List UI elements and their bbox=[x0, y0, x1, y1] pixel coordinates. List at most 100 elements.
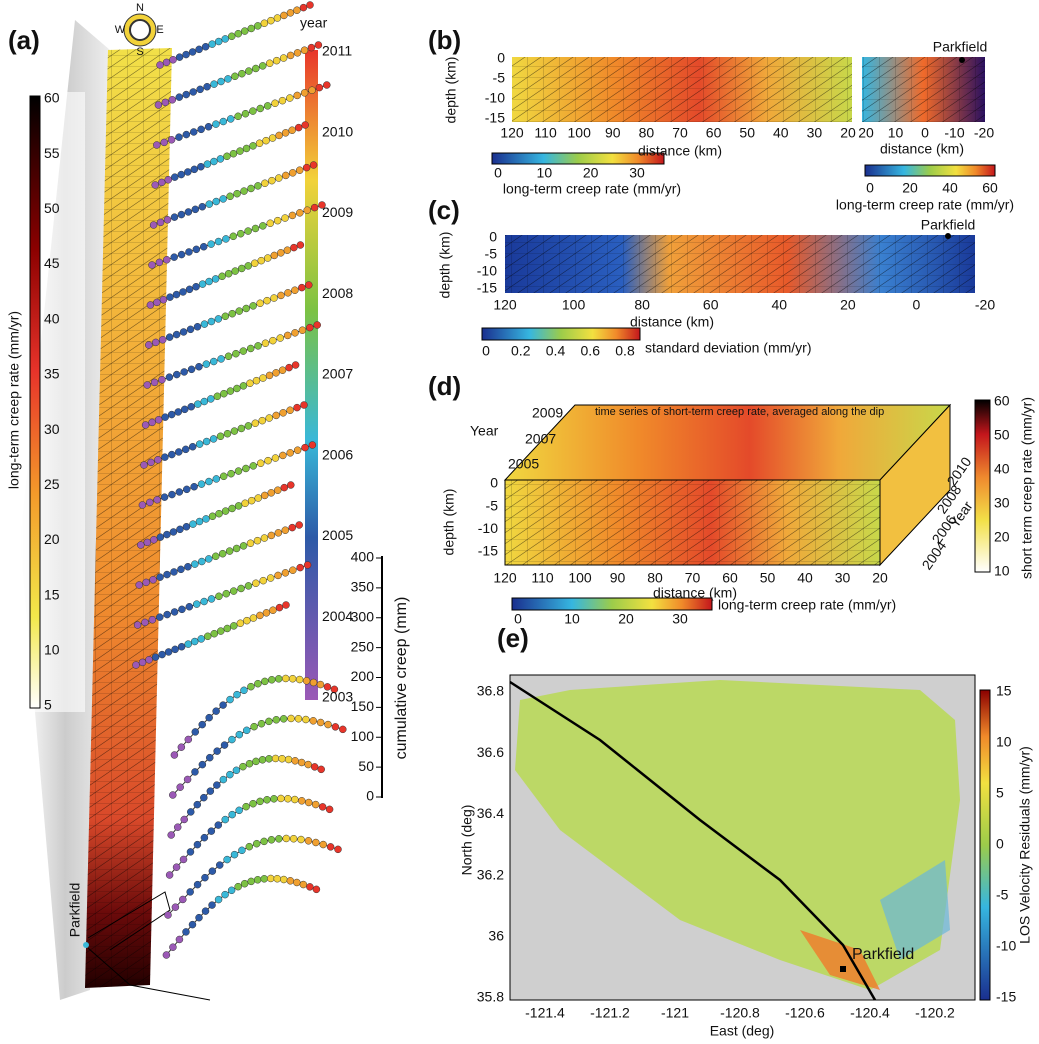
sample bbox=[177, 250, 186, 259]
colorbar-e bbox=[979, 689, 991, 1001]
sample bbox=[164, 176, 172, 184]
sample bbox=[239, 347, 248, 355]
sample bbox=[307, 43, 316, 52]
sample bbox=[179, 855, 188, 864]
sample bbox=[281, 569, 290, 577]
sample bbox=[256, 797, 264, 806]
colorbar-tick-label: 0.6 bbox=[581, 343, 601, 359]
axis-tick-label: 100 bbox=[351, 728, 375, 744]
year-colorbar bbox=[305, 50, 318, 700]
sample bbox=[198, 280, 207, 288]
sample bbox=[179, 328, 188, 336]
x-tick-label: -120.8 bbox=[720, 1005, 760, 1021]
sample bbox=[165, 373, 174, 381]
sample bbox=[208, 40, 216, 48]
sample bbox=[214, 315, 223, 323]
sample bbox=[146, 498, 154, 507]
time-series bbox=[149, 161, 318, 229]
sample bbox=[319, 840, 327, 849]
sample bbox=[270, 294, 278, 302]
x-tick-label: 20 bbox=[840, 297, 856, 313]
sample bbox=[187, 365, 196, 374]
sample bbox=[163, 530, 171, 539]
sample bbox=[282, 834, 291, 843]
colorbar-tick-label: 10 bbox=[564, 611, 580, 627]
sample bbox=[211, 275, 220, 283]
sample bbox=[214, 237, 223, 246]
sample bbox=[279, 715, 288, 723]
sample bbox=[310, 763, 319, 771]
sample bbox=[258, 62, 267, 70]
x-tick-label: -120.6 bbox=[785, 1005, 825, 1021]
sample bbox=[170, 253, 178, 261]
sample bbox=[132, 661, 140, 669]
time-series bbox=[170, 674, 339, 759]
sample bbox=[237, 584, 245, 593]
sample bbox=[200, 833, 209, 842]
colorbar-tick-label: 45 bbox=[44, 255, 60, 271]
sample bbox=[149, 576, 157, 584]
sample bbox=[161, 413, 169, 421]
sample bbox=[304, 798, 313, 807]
sample bbox=[262, 136, 270, 145]
sample bbox=[173, 823, 182, 831]
sample bbox=[278, 366, 287, 374]
sample bbox=[224, 352, 233, 361]
sample bbox=[276, 334, 284, 342]
time-series bbox=[146, 241, 305, 309]
time-series bbox=[137, 481, 295, 549]
time-series bbox=[162, 874, 321, 959]
sample bbox=[191, 768, 199, 776]
colorbar-tick-label: 50 bbox=[994, 427, 1010, 443]
time-series bbox=[167, 754, 325, 839]
sample bbox=[249, 302, 257, 310]
sample bbox=[227, 32, 236, 41]
sample bbox=[293, 49, 302, 57]
sample bbox=[163, 216, 172, 224]
sample bbox=[193, 322, 202, 331]
sample bbox=[211, 552, 220, 561]
compass-label: N bbox=[136, 2, 144, 14]
sample bbox=[286, 877, 295, 885]
sample bbox=[202, 437, 211, 446]
sample bbox=[331, 723, 340, 731]
sample bbox=[170, 213, 179, 221]
sample bbox=[252, 579, 260, 588]
colorbar-tick-label: 15 bbox=[996, 683, 1012, 699]
sample bbox=[215, 592, 223, 601]
colorbar-tick-label: 0 bbox=[482, 343, 490, 359]
sample bbox=[289, 566, 297, 574]
sample bbox=[217, 627, 225, 635]
colorbar-tick-label: 2005 bbox=[322, 527, 353, 543]
sample bbox=[334, 845, 342, 854]
colorbar-d-short bbox=[974, 399, 991, 573]
time-series bbox=[164, 834, 342, 919]
sample bbox=[317, 765, 325, 774]
sample bbox=[202, 515, 210, 523]
x-tick-label: 110 bbox=[531, 570, 554, 586]
sample bbox=[229, 587, 238, 595]
sample bbox=[256, 459, 265, 468]
sample bbox=[201, 873, 209, 882]
sample bbox=[254, 494, 262, 502]
sample bbox=[308, 441, 317, 449]
sample bbox=[182, 928, 190, 936]
x-tick-label: 60 bbox=[703, 297, 719, 313]
sample bbox=[170, 568, 178, 576]
sample bbox=[192, 600, 201, 608]
x-tick-label: 20 bbox=[872, 570, 888, 586]
sample bbox=[303, 561, 312, 569]
sample bbox=[246, 379, 254, 388]
sample bbox=[274, 486, 282, 494]
sample bbox=[154, 101, 163, 109]
colorbar-title: LOS Velocity Residuals (mm/yr) bbox=[1017, 746, 1033, 944]
sample bbox=[190, 637, 199, 646]
sample bbox=[230, 850, 239, 859]
sample bbox=[214, 37, 223, 46]
sample bbox=[207, 317, 216, 326]
sample bbox=[190, 482, 198, 491]
sample bbox=[243, 616, 251, 625]
x-tick-label: 50 bbox=[760, 570, 776, 586]
time-series bbox=[151, 121, 309, 189]
axis-title: cumulative creep (mm) bbox=[393, 597, 410, 760]
